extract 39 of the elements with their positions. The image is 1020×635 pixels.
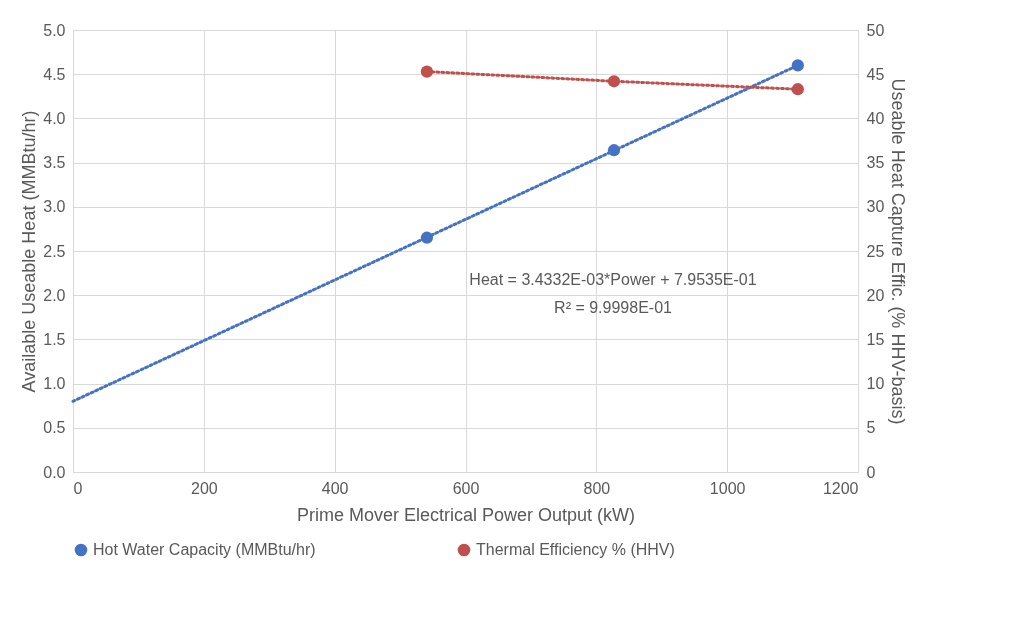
point xyxy=(420,231,434,244)
legend-label: Hot Water Capacity (MMBtu/hr) xyxy=(93,541,316,558)
y2-tick-label: 45 xyxy=(866,65,885,83)
legend-label: Thermal Efficiency % (HHV) xyxy=(476,541,675,558)
point xyxy=(607,144,621,157)
y-tick-label: 2.0 xyxy=(43,286,66,304)
y2-tick-label: 30 xyxy=(866,198,885,216)
annotation: R² = 9.9998E-01 xyxy=(554,299,673,316)
y-tick-label: 1.0 xyxy=(43,375,66,393)
point xyxy=(791,59,804,72)
x-tick-label: 1000 xyxy=(709,479,746,497)
x-tick-label: 600 xyxy=(452,479,480,497)
y-tick-label: 4.0 xyxy=(43,109,66,127)
y2-tick-label: 25 xyxy=(866,242,885,260)
y-tick-label: 1.5 xyxy=(43,330,66,348)
y2-tick-label: 10 xyxy=(866,375,885,393)
y2-tick-label: 20 xyxy=(866,286,885,304)
y-axis-title: Available Useable Heat (MMBtu/hr) xyxy=(19,110,40,393)
x-tick-label: 200 xyxy=(190,479,218,497)
x-tick-label: 0 xyxy=(73,479,83,497)
y2-tick-label: 15 xyxy=(866,330,885,348)
y2-axis-title: Useable Heat Capture Effic. (% HHV-basis) xyxy=(888,78,909,425)
y2-tick-label: 0 xyxy=(866,463,876,481)
x-tick-label: 800 xyxy=(583,479,611,497)
y2-tick-label: 5 xyxy=(866,419,876,437)
x-tick-label: 1200 xyxy=(822,479,859,497)
y-tick-label: 3.5 xyxy=(43,154,66,172)
y2-tick-label: 35 xyxy=(866,154,885,172)
y-tick-label: 2.5 xyxy=(43,242,66,260)
x-axis-title: Prime Mover Electrical Power Output (kW) xyxy=(296,504,636,525)
y2-tick-label: 50 xyxy=(866,21,885,39)
y-tick-label: 4.5 xyxy=(43,65,66,83)
annotation: Heat = 3.4332E-03*Power + 7.9535E-01 xyxy=(469,271,757,288)
y-tick-label: 0.5 xyxy=(43,419,66,437)
y-tick-label: 3.0 xyxy=(43,198,66,216)
y2-tick-label: 40 xyxy=(866,109,885,127)
y-tick-label: 5.0 xyxy=(43,21,66,39)
x-tick-label: 400 xyxy=(321,479,349,497)
y-tick-label: 0.0 xyxy=(43,463,66,481)
